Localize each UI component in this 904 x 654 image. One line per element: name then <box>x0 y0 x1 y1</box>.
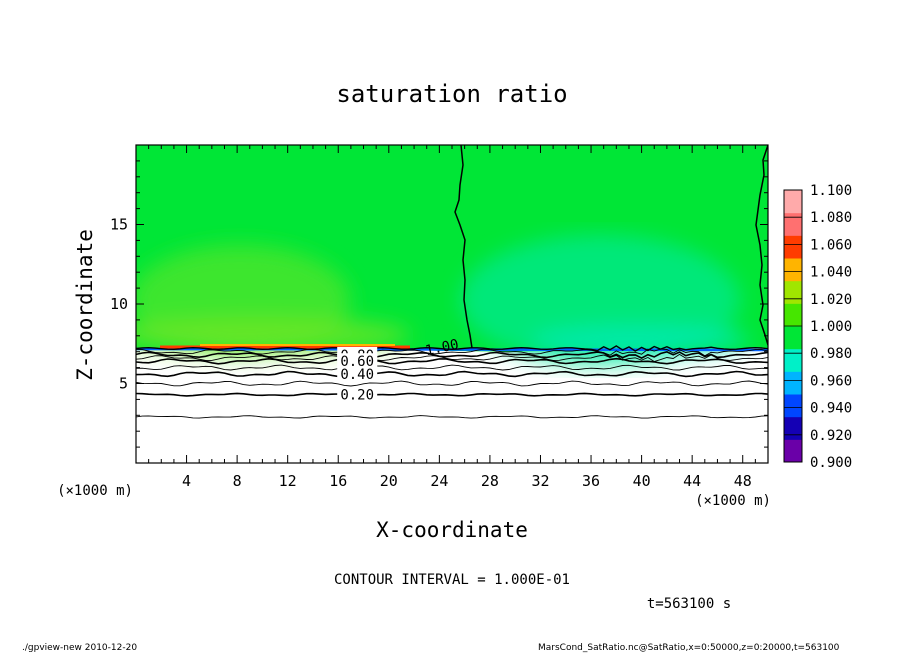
colorbar-swatch <box>784 394 802 418</box>
x-tick-label: 24 <box>430 472 448 490</box>
colorbar-swatch <box>784 235 802 259</box>
contour-line <box>136 392 768 397</box>
contour-1.00-right <box>755 145 768 346</box>
contour-line-1.00 <box>136 345 768 352</box>
x-tick-label: 36 <box>582 472 600 490</box>
contour-label: 0.40 <box>340 367 374 383</box>
y-tick-label: 10 <box>110 295 128 313</box>
y-tick-label: 5 <box>119 375 128 393</box>
colorbar-swatch <box>784 416 802 440</box>
colorbar-swatch <box>784 258 802 282</box>
x-tick-label: 28 <box>481 472 499 490</box>
contour-label-bg <box>337 365 378 380</box>
colorbar-swatch <box>784 348 802 372</box>
x-tick-label: 12 <box>279 472 297 490</box>
contour-line <box>136 370 768 378</box>
y-axis: 5 10 15 <box>110 160 768 448</box>
x-tick-label: 48 <box>734 472 752 490</box>
colorbar-swatch <box>784 439 802 463</box>
colorbar-label: 0.920 <box>810 428 852 444</box>
shade-left-warm-low <box>136 317 410 353</box>
x-tick-label: 40 <box>633 472 651 490</box>
y-axis-label: Z-coordinate <box>73 229 97 381</box>
contour-interval-annotation: CONTOUR INTERVAL = 1.000E-01 <box>334 572 570 588</box>
colorbar-label: 0.960 <box>810 373 852 389</box>
contour-line <box>136 380 768 387</box>
colorbar: 0.900 0.920 0.940 0.960 0.980 1.000 1.020 1.040… <box>783 183 852 471</box>
chart-title: saturation ratio <box>336 80 567 108</box>
colorbar-label: 1.060 <box>810 237 852 253</box>
contour-lines <box>136 345 768 419</box>
time-label: t=563100 s <box>647 596 731 612</box>
plot-area: 1.000.800.600.400.20 <box>136 145 768 463</box>
shading-layer <box>136 235 750 365</box>
x-tick-label: 44 <box>683 472 701 490</box>
colorbar-label: 1.080 <box>810 210 852 226</box>
colorbar-swatch <box>784 326 802 350</box>
colorbar-label: 1.000 <box>810 319 852 335</box>
contour-line <box>136 348 768 357</box>
x-axis: 4 8 12 16 20 24 28 32 36 40 44 48 <box>148 145 756 490</box>
colorbar-swatch <box>784 212 802 236</box>
colorbar-swatch <box>784 190 802 214</box>
contour-line <box>136 364 768 371</box>
y-tick-label: 15 <box>110 216 128 234</box>
x-tick-label: 16 <box>329 472 347 490</box>
colorbar-label: 0.900 <box>810 455 852 471</box>
contour-label: 0.20 <box>340 388 374 404</box>
contour-label: 1.00 <box>424 337 460 360</box>
colorbar-swatch <box>784 280 802 304</box>
x-unit-right: (×1000 m) <box>695 493 771 509</box>
colorbar-label: 1.100 <box>810 183 852 199</box>
colorbar-label: 0.980 <box>810 346 852 362</box>
contour-label-group: 1.000.800.600.400.20 <box>337 337 460 404</box>
contour-label-bg <box>337 386 378 401</box>
colorbar-swatch <box>784 303 802 327</box>
colorbar-swatch <box>784 371 802 395</box>
contour-line <box>136 357 768 365</box>
contour-line <box>136 353 768 362</box>
colorbar-label: 1.020 <box>810 292 852 308</box>
x-axis-label: X-coordinate <box>376 518 528 542</box>
footer-right: MarsCond_SatRatio.nc@SatRatio,x=0:50000,… <box>538 643 840 653</box>
contour-1.00-left <box>454 145 473 349</box>
x-tick-label: 32 <box>531 472 549 490</box>
x-tick-label: 20 <box>380 472 398 490</box>
colorbar-label: 1.040 <box>810 265 852 281</box>
footer-left: ./gpview-new 2010-12-20 <box>22 643 138 653</box>
x-unit-left: (×1000 m) <box>57 483 133 499</box>
colorbar-label: 0.940 <box>810 401 852 417</box>
x-tick-label: 8 <box>233 472 242 490</box>
contour-line <box>136 415 768 419</box>
shade-right-cool-low <box>530 325 750 355</box>
contour-label-bg <box>337 353 378 368</box>
contour-line <box>136 351 768 360</box>
x-tick-label: 4 <box>182 472 191 490</box>
